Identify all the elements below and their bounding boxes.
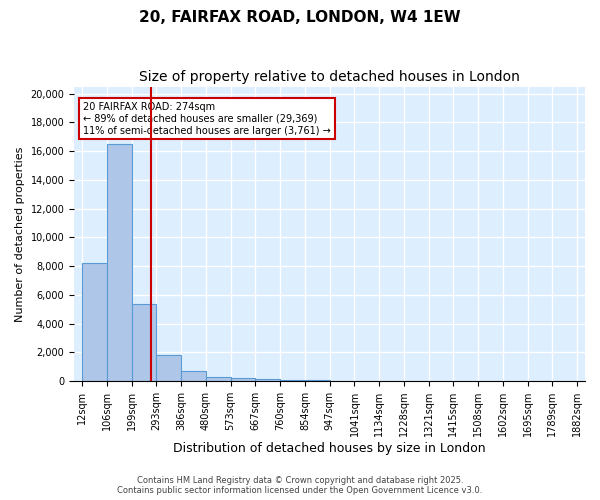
Bar xyxy=(256,379,280,381)
Bar xyxy=(280,380,305,381)
Bar xyxy=(181,371,206,381)
Text: 20 FAIRFAX ROAD: 274sqm
← 89% of detached houses are smaller (29,369)
11% of sem: 20 FAIRFAX ROAD: 274sqm ← 89% of detache… xyxy=(83,102,331,136)
Bar xyxy=(82,264,107,381)
Y-axis label: Number of detached properties: Number of detached properties xyxy=(15,146,25,322)
Bar xyxy=(305,380,329,381)
Bar xyxy=(131,304,157,381)
Text: 20, FAIRFAX ROAD, LONDON, W4 1EW: 20, FAIRFAX ROAD, LONDON, W4 1EW xyxy=(139,10,461,25)
X-axis label: Distribution of detached houses by size in London: Distribution of detached houses by size … xyxy=(173,442,486,455)
Title: Size of property relative to detached houses in London: Size of property relative to detached ho… xyxy=(139,70,520,84)
Bar xyxy=(206,377,230,381)
Text: Contains HM Land Registry data © Crown copyright and database right 2025.
Contai: Contains HM Land Registry data © Crown c… xyxy=(118,476,482,495)
Bar xyxy=(230,378,256,381)
Bar xyxy=(107,144,131,381)
Bar xyxy=(329,380,355,381)
Bar xyxy=(157,356,181,381)
